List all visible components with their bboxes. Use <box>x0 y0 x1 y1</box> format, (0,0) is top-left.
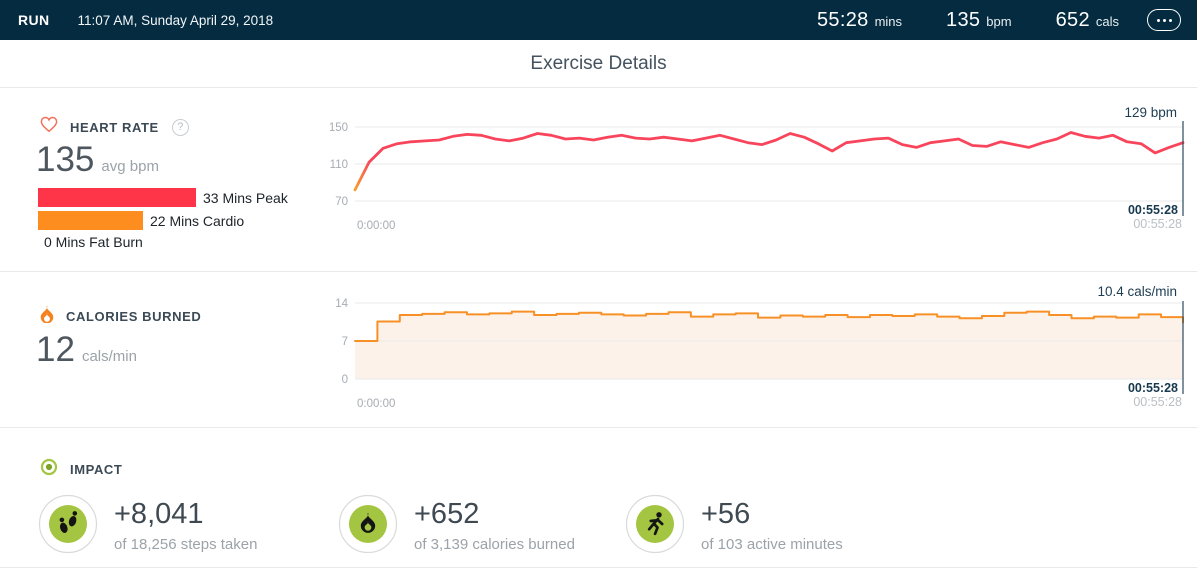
target-icon <box>40 458 58 481</box>
activity-type-label: RUN <box>18 12 50 28</box>
topbar-stats: 55:28 mins 135 bpm 652 cals <box>773 9 1181 32</box>
fatburn-zone-row: 0 Mins Fat Burn <box>44 234 288 250</box>
duration-value: 55:28 <box>817 8 869 31</box>
avg-bpm-stat: 135 bpm <box>946 9 1012 32</box>
help-icon[interactable]: ? <box>171 118 189 136</box>
heart-rate-zones: 33 Mins Peak 22 Mins Cardio 0 Mins Fat B… <box>38 188 288 254</box>
area-fill <box>355 311 1183 379</box>
fatburn-zone-label: 0 Mins Fat Burn <box>44 234 143 250</box>
end-value-label: 10.4 cals/min <box>1097 284 1177 299</box>
steps-impact-value: +8,041 <box>114 498 204 530</box>
cardio-zone-row: 22 Mins Cardio <box>38 211 288 230</box>
series-line <box>353 131 1185 192</box>
y-tick-label: 14 <box>335 298 348 310</box>
end-time-label: 00:55:28 <box>1128 381 1178 395</box>
ellipsis-icon <box>1156 18 1160 22</box>
calories-impact-item: +652 of 3,139 calories burned <box>338 494 575 554</box>
heart-icon <box>40 116 58 138</box>
peak-zone-bar <box>38 188 196 207</box>
calories-value: 652 <box>1055 8 1090 31</box>
topbar: RUN 11:07 AM, Sunday April 29, 2018 55:2… <box>0 0 1197 40</box>
y-tick-label: 110 <box>330 159 348 171</box>
active-minutes-impact-caption: of 103 active minutes <box>701 536 843 553</box>
flame-icon <box>40 304 54 328</box>
flame-icon <box>338 494 398 554</box>
impact-header: IMPACT <box>40 458 122 481</box>
y-tick-label: 70 <box>335 196 348 208</box>
start-time-label: 0:00:00 <box>357 220 395 232</box>
avg-bpm-unit: bpm <box>986 13 1012 29</box>
y-tick-label: 0 <box>342 374 348 386</box>
cardio-zone-bar <box>38 211 143 230</box>
activity-datetime: 11:07 AM, Sunday April 29, 2018 <box>77 12 274 28</box>
start-time-label: 0:00:00 <box>357 398 395 410</box>
calories-unit: cals <box>1095 13 1119 29</box>
heart-rate-header: HEART RATE ? <box>40 116 189 138</box>
calories-title: CALORIES BURNED <box>66 308 202 324</box>
footsteps-icon <box>38 494 98 554</box>
calories-section: CALORIES BURNED 12 cals/min 14 7 0 0:00:00 1… <box>0 272 1197 428</box>
avg-calories-unit: cals/min <box>81 348 137 365</box>
runner-icon <box>625 494 685 554</box>
end-time-label-secondary: 00:55:28 <box>1133 395 1182 409</box>
page-header: Exercise Details <box>0 40 1197 88</box>
series-line <box>354 310 1184 342</box>
peak-zone-label: 33 Mins Peak <box>203 189 288 206</box>
calories-header: CALORIES BURNED <box>40 304 201 328</box>
active-minutes-impact-item: +56 of 103 active minutes <box>625 494 843 554</box>
duration-unit: mins <box>874 13 903 29</box>
avg-calories: 12 cals/min <box>36 330 137 370</box>
calories-stat: 652 cals <box>1056 9 1119 32</box>
end-value-label: 129 bpm <box>1124 105 1177 120</box>
peak-zone-row: 33 Mins Peak <box>38 188 288 207</box>
impact-section: IMPACT +8,041 of 18,256 steps taken <box>0 428 1197 568</box>
more-options-button[interactable] <box>1147 9 1181 31</box>
avg-calories-value: 12 <box>36 330 75 369</box>
heart-rate-section: HEART RATE ? 135 avg bpm 33 Mins Peak 22… <box>0 88 1197 272</box>
avg-heart-rate-value: 135 <box>36 140 95 179</box>
calories-impact-value: +652 <box>414 498 480 530</box>
ellipsis-icon <box>1162 18 1166 22</box>
active-minutes-impact-value: +56 <box>701 498 751 530</box>
steps-impact-caption: of 18,256 steps taken <box>114 536 258 553</box>
heart-rate-title: HEART RATE <box>70 119 159 135</box>
ellipsis-icon <box>1168 18 1172 22</box>
end-time-label: 00:55:28 <box>1128 203 1178 217</box>
y-tick-label: 7 <box>342 336 348 348</box>
end-time-label-secondary: 00:55:28 <box>1133 217 1182 231</box>
avg-heart-rate: 135 avg bpm <box>36 140 159 180</box>
impact-title: IMPACT <box>70 462 123 477</box>
avg-bpm-value: 135 <box>946 8 981 31</box>
cardio-zone-label: 22 Mins Cardio <box>150 212 245 229</box>
y-tick-label: 150 <box>330 122 348 134</box>
duration-stat: 55:28 mins <box>817 9 902 32</box>
page-title: Exercise Details <box>530 52 667 74</box>
calories-impact-caption: of 3,139 calories burned <box>414 536 575 553</box>
avg-heart-rate-unit: avg bpm <box>101 158 159 175</box>
steps-impact-item: +8,041 of 18,256 steps taken <box>38 494 257 554</box>
